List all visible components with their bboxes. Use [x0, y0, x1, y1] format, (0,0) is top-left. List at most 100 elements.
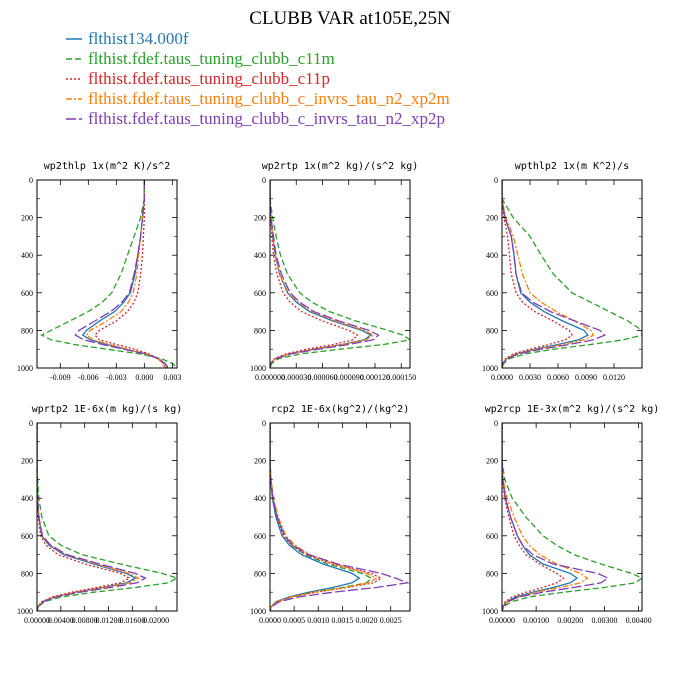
y-tick-label: 0: [494, 419, 498, 428]
legend-label: flthist.fdef.taus_tuning_clubb_c_invrs_t…: [88, 89, 450, 108]
series-line: [37, 423, 147, 611]
legend-entry: flthist.fdef.taus_tuning_clubb_c_invrs_t…: [66, 89, 450, 108]
x-tick-label: 0.01200: [95, 616, 121, 625]
x-tick-label: 0.000060: [308, 373, 338, 382]
x-tick-label: 0.0005: [283, 616, 305, 625]
y-tick-label: 0: [29, 176, 33, 185]
legend-entry: flthist.fdef.taus_tuning_clubb_c11m: [66, 49, 335, 68]
legend-label: flthist134.000f: [88, 29, 189, 48]
y-tick-label: 0: [262, 419, 266, 428]
legend-label: flthist.fdef.taus_tuning_clubb_c11m: [88, 49, 335, 68]
panel-title: wpthlp2 1x(m K^2)/s: [515, 161, 629, 172]
y-tick-label: 200: [254, 457, 266, 466]
y-tick-label: 600: [254, 532, 266, 541]
series-line: [502, 180, 589, 368]
panel: wpthlp2 1x(m K^2)/s020040060080010000.00…: [482, 161, 643, 382]
panel: rcp2 1E-6x(kg^2)/(kg^2) 0 200 400 600 800 1000…: [250, 404, 411, 625]
x-tick-label: 0.0020: [356, 616, 378, 625]
x-tick-label: 0.000000: [255, 373, 285, 382]
y-tick-label: 200: [486, 457, 498, 466]
series-group: [270, 180, 410, 368]
series-line: [502, 423, 565, 611]
series-line: [85, 180, 167, 368]
y-tick-label: 400: [486, 251, 498, 260]
x-tick-label: 0.00800: [72, 616, 98, 625]
x-tick-label: -0.003: [106, 373, 127, 382]
y-tick-label: 1000: [250, 607, 266, 616]
series-group: [502, 423, 642, 611]
series-line: [270, 423, 373, 611]
series-line: [270, 180, 375, 368]
y-tick-label: 600: [21, 289, 33, 298]
y-tick-label: 1000: [482, 607, 498, 616]
series-line: [270, 423, 410, 611]
y-tick-label: 800: [21, 326, 33, 335]
x-tick-label: 0.00400: [48, 616, 74, 625]
x-tick-label: 0.0000: [491, 373, 513, 382]
legend-label: flthist.fdef.taus_tuning_clubb_c_invrs_t…: [88, 109, 445, 128]
legend-label: flthist.fdef.taus_tuning_clubb_c11p: [88, 69, 330, 88]
panel-title: wp2rtp 1x(m^2 kg)/(s^2 kg): [262, 161, 419, 172]
series-line: [502, 180, 642, 368]
y-tick-label: 1000: [250, 364, 266, 373]
series-line: [270, 180, 410, 368]
panel-title: rcp2 1E-6x(kg^2)/(kg^2): [271, 404, 409, 415]
x-tick-label: 0.01600: [119, 616, 145, 625]
panels-grid: wp2thlp 1x(m^2 K)/s^2 0 200 400 600 800 1000 -0…: [17, 161, 659, 625]
series-line: [502, 423, 579, 611]
x-tick-label: 0.00000: [24, 616, 50, 625]
x-tick-label: 0.000030: [281, 373, 311, 382]
x-tick-label: 0.0120: [603, 373, 625, 382]
series-line: [40, 180, 177, 368]
series-line: [270, 423, 378, 611]
series-group: [37, 423, 177, 611]
x-tick-label: -0.006: [78, 373, 99, 382]
y-tick-label: 800: [254, 326, 266, 335]
plot-frame: [269, 422, 411, 612]
series-line: [502, 180, 606, 368]
y-tick-label: 600: [486, 289, 498, 298]
legend-entry: flthist.fdef.taus_tuning_clubb_c_invrs_t…: [66, 109, 445, 128]
plot-frame: [36, 422, 178, 612]
y-tick-label: 400: [21, 494, 33, 503]
y-tick-label: 200: [21, 457, 33, 466]
y-tick-label: 800: [21, 569, 33, 578]
y-tick-label: 400: [21, 251, 33, 260]
x-tick-label: 0.0090: [575, 373, 597, 382]
series-group: [40, 180, 177, 368]
series-line: [270, 423, 383, 611]
panel: wprtp2 1E-6x(m kg)/(s kg) 0 200 400 600 800 10…: [17, 404, 182, 625]
y-tick-label: 1000: [482, 364, 498, 373]
y-tick-label: 800: [486, 326, 498, 335]
y-tick-label: 1000: [17, 364, 33, 373]
y-tick-label: 800: [486, 569, 498, 578]
x-tick-label: 0.000120: [360, 373, 390, 382]
y-tick-label: 1000: [17, 607, 33, 616]
series-line: [81, 180, 169, 368]
y-tick-label: 200: [21, 214, 33, 223]
series-line: [37, 423, 131, 611]
series-line: [270, 423, 361, 611]
y-tick-label: 600: [486, 532, 498, 541]
legend: flthist134.000fflthist.fdef.taus_tuning_…: [66, 29, 450, 128]
series-line: [93, 180, 166, 368]
x-tick-label: 0.0000: [259, 616, 281, 625]
x-tick-label: 0.003: [163, 373, 181, 382]
series-line: [37, 423, 177, 611]
panel-title: wp2rcp 1E-3x(m^2 kg)/(s^2 kg): [485, 404, 660, 415]
series-group: [270, 423, 410, 611]
legend-entry: flthist.fdef.taus_tuning_clubb_c11p: [66, 69, 330, 88]
x-tick-label: 0.02000: [143, 616, 169, 625]
figure-title: CLUBB VAR at105E,25N: [249, 8, 451, 29]
y-tick-label: 400: [254, 251, 266, 260]
series-line: [270, 180, 372, 368]
x-tick-label: 0.0015: [331, 616, 353, 625]
series-group: [502, 180, 642, 368]
x-tick-label: 0.00300: [591, 616, 617, 625]
x-tick-label: 0.0060: [547, 373, 569, 382]
y-tick-label: 0: [262, 176, 266, 185]
legend-entry: flthist134.000f: [66, 29, 189, 48]
series-line: [270, 180, 359, 368]
y-tick-label: 400: [254, 494, 266, 503]
